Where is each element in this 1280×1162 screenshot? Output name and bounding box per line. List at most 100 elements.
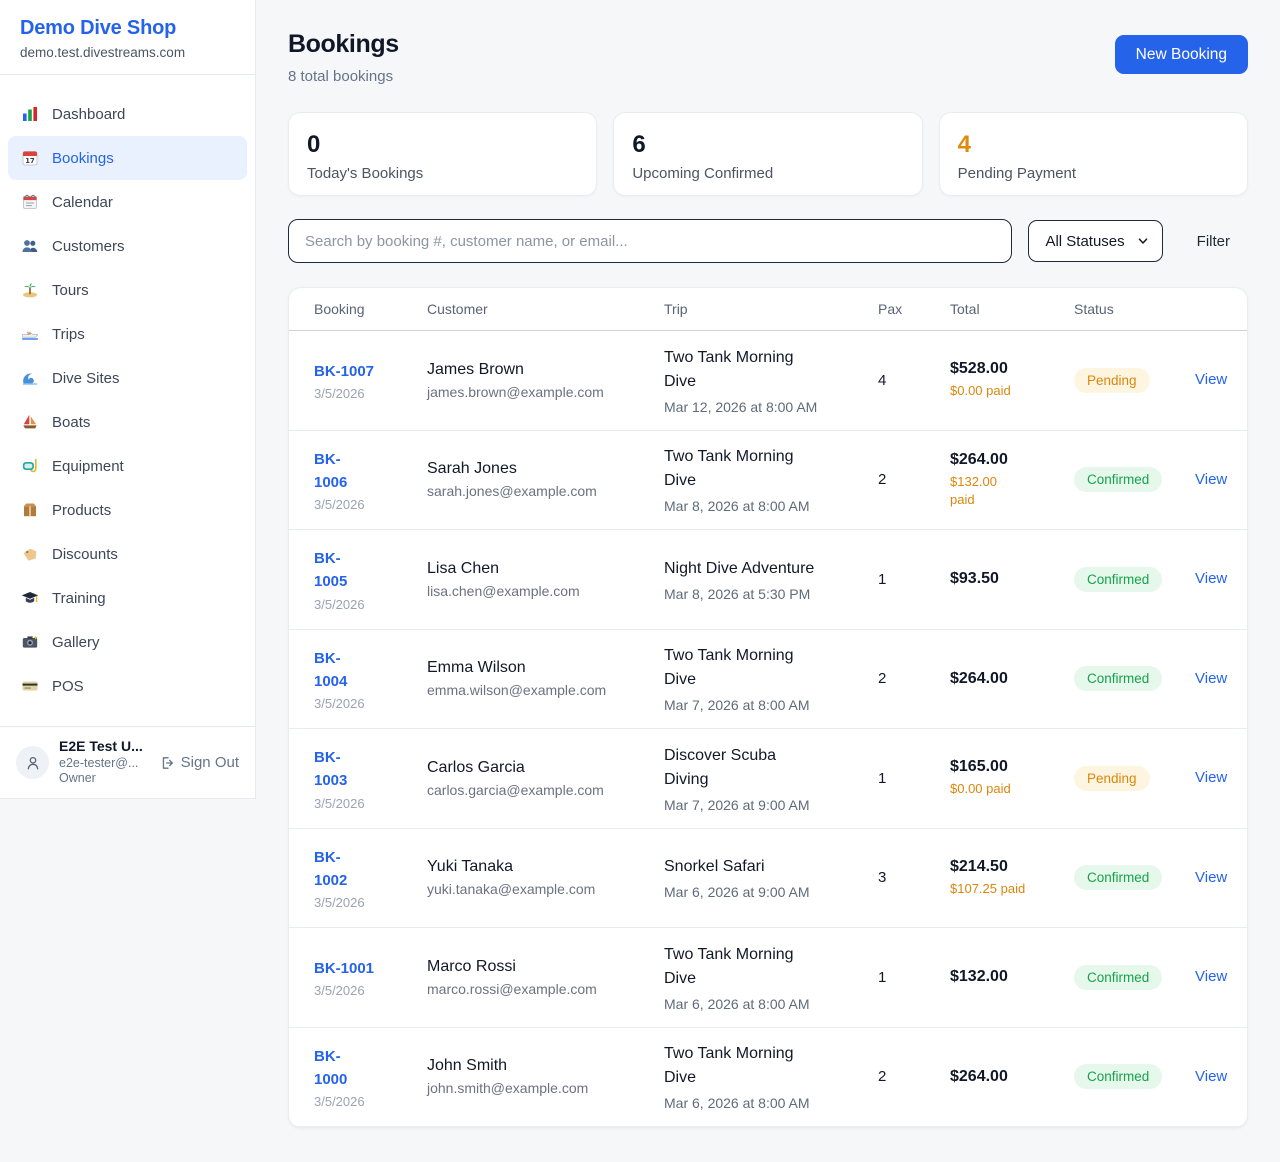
sidebar-item-bookings[interactable]: 17 Bookings — [8, 136, 247, 180]
column-header-total: Total — [950, 301, 980, 317]
stat-value: 4 — [957, 131, 972, 158]
sidebar-item-customers[interactable]: Customers — [8, 224, 247, 268]
customer-email: sarah.jones@example.com — [427, 483, 597, 500]
svg-text:17: 17 — [25, 157, 35, 165]
customer-name: Lisa Chen — [427, 559, 500, 577]
table-row: BK- 1002 3/5/2026 Yuki Tanaka yuki.tanak… — [289, 829, 1247, 928]
view-link[interactable]: View — [1195, 570, 1228, 588]
trip-cell: Two Tank Morning Dive Mar 6, 2026 at 8:0… — [664, 943, 862, 1012]
trip-name: Two Tank Morning Dive — [664, 945, 794, 987]
new-booking-button[interactable]: New Booking — [1114, 35, 1248, 74]
sidebar-item-tours[interactable]: Tours — [8, 268, 247, 312]
total-cell: $214.50 $107.25 paid — [950, 858, 1058, 898]
total-amount: $264.00 — [950, 1067, 1008, 1085]
view-link[interactable]: View — [1195, 669, 1228, 687]
main-content: Bookings 8 total bookings New Booking 0 … — [256, 0, 1280, 1160]
customer-cell: Marco Rossi marco.rossi@example.com — [427, 958, 648, 997]
view-link[interactable]: View — [1195, 868, 1228, 886]
trip-name: Snorkel Safari — [664, 858, 765, 876]
sidebar-item-training[interactable]: Training — [8, 576, 247, 620]
paid-amount: $107.25 paid — [950, 880, 1026, 896]
sidebar-item-calendar[interactable]: Calendar — [8, 180, 247, 224]
pax-value: 2 — [878, 471, 887, 489]
sidebar: Demo Dive Shop demo.test.divestreams.com… — [0, 0, 256, 799]
sidebar-item-label: Dashboard — [52, 105, 126, 123]
sidebar-item-gallery[interactable]: Gallery — [8, 620, 247, 664]
search-input[interactable] — [288, 219, 1013, 263]
sidebar-item-label: Boats — [52, 413, 91, 431]
booking-id-link[interactable]: BK- 1000 — [314, 1047, 348, 1088]
sign-out-button[interactable]: Sign Out — [159, 754, 239, 771]
booking-cell: BK- 1000 3/5/2026 — [314, 1045, 411, 1110]
booking-id-link[interactable]: BK- 1004 — [314, 649, 348, 690]
sidebar-item-pos[interactable]: POS — [8, 664, 247, 708]
table-row: BK- 1005 3/5/2026 Lisa Chen lisa.chen@ex… — [289, 530, 1247, 630]
customer-email: marco.rossi@example.com — [427, 980, 597, 997]
view-link[interactable]: View — [1195, 371, 1228, 389]
graduation-cap-icon — [21, 589, 39, 607]
column-header-customer: Customer — [427, 301, 488, 317]
user-box: E2E Test U... e2e-tester@... Owner Sign … — [0, 726, 255, 798]
page-title: Bookings — [288, 30, 399, 58]
customer-name: Yuki Tanaka — [427, 858, 513, 876]
status-select-value: All Statuses — [1045, 232, 1125, 250]
total-cell: $165.00 $0.00 paid — [950, 758, 1058, 798]
sidebar-item-dive-sites[interactable]: Dive Sites — [8, 356, 247, 400]
trip-datetime: Mar 8, 2026 at 5:30 PM — [664, 585, 811, 602]
total-amount: $528.00 — [950, 360, 1008, 378]
view-link[interactable]: View — [1195, 1067, 1228, 1085]
sidebar-item-label: Customers — [52, 237, 125, 255]
booking-id-link[interactable]: BK- 1002 — [314, 848, 348, 889]
booking-id-link[interactable]: BK- 1006 — [314, 450, 348, 491]
total-cell: $528.00 $0.00 paid — [950, 360, 1058, 400]
total-cell: $264.00 $132.00 paid — [950, 451, 1058, 509]
paid-amount: $132.00 paid — [950, 473, 997, 507]
status-badge: Confirmed — [1074, 1064, 1163, 1090]
view-link[interactable]: View — [1195, 968, 1228, 986]
sidebar-item-label: Bookings — [52, 149, 114, 167]
avatar — [16, 746, 49, 780]
user-name: E2E Test U... — [59, 738, 143, 755]
sign-out-label: Sign Out — [180, 754, 239, 772]
total-amount: $264.00 — [950, 669, 1008, 687]
sidebar-item-boats[interactable]: Boats — [8, 400, 247, 444]
sidebar-item-equipment[interactable]: Equipment — [8, 444, 247, 488]
camera-icon — [21, 633, 39, 651]
action-cell: View — [1195, 570, 1227, 588]
sidebar-item-discounts[interactable]: Discounts — [8, 532, 247, 576]
sidebar-item-dashboard[interactable]: Dashboard — [8, 92, 247, 136]
customer-name: Carlos Garcia — [427, 758, 525, 776]
action-cell: View — [1195, 869, 1227, 887]
status-badge: Confirmed — [1074, 467, 1163, 493]
action-cell: View — [1195, 371, 1227, 389]
island-icon — [21, 281, 39, 299]
trip-datetime: Mar 7, 2026 at 9:00 AM — [664, 796, 810, 813]
stat-card-pending-payment: 4 Pending Payment — [938, 112, 1248, 196]
bookings-table: Booking Customer Trip Pax Total Status B… — [288, 287, 1248, 1128]
booking-id-link[interactable]: BK-1007 — [314, 362, 375, 380]
filter-button[interactable]: Filter — [1179, 233, 1248, 250]
sidebar-item-products[interactable]: Products — [8, 488, 247, 532]
customer-name: Marco Rossi — [427, 957, 516, 975]
trip-datetime: Mar 6, 2026 at 8:00 AM — [664, 995, 810, 1012]
booking-id-link[interactable]: BK-1001 — [314, 959, 375, 977]
booking-date: 3/5/2026 — [314, 596, 365, 612]
sidebar-item-trips[interactable]: Trips — [8, 312, 247, 356]
customer-email: lisa.chen@example.com — [427, 582, 580, 599]
booking-id-link[interactable]: BK- 1003 — [314, 749, 348, 790]
customer-cell: John Smith john.smith@example.com — [427, 1057, 648, 1096]
booking-cell: BK-1007 3/5/2026 — [314, 360, 411, 401]
total-cell: $264.00 — [950, 670, 1058, 688]
view-link[interactable]: View — [1195, 470, 1228, 488]
total-amount: $93.50 — [950, 570, 999, 588]
stat-label: Upcoming Confirmed — [632, 165, 774, 182]
booking-id-link[interactable]: BK- 1005 — [314, 550, 348, 591]
sidebar-nav: Dashboard 17 Bookings Calendar Customers… — [0, 75, 255, 716]
customer-cell: Yuki Tanaka yuki.tanaka@example.com — [427, 858, 648, 897]
total-cell: $132.00 — [950, 968, 1058, 986]
sidebar-item-label: Equipment — [52, 457, 124, 475]
total-amount: $264.00 — [950, 450, 1008, 468]
trip-cell: Two Tank Morning Dive Mar 8, 2026 at 8:0… — [664, 445, 862, 514]
view-link[interactable]: View — [1195, 769, 1228, 787]
status-select[interactable]: All Statuses — [1028, 220, 1163, 262]
